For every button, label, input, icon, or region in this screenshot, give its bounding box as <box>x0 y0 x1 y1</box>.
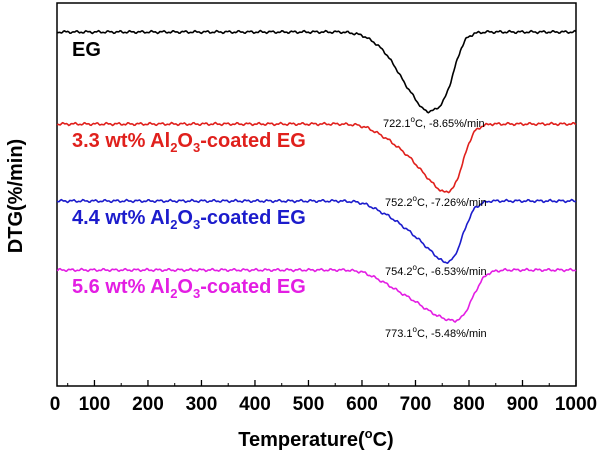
x-tick-label: 200 <box>132 394 164 415</box>
series-label: 3.3 wt% Al2O3-coated EG <box>72 130 306 155</box>
series-label: 5.6 wt% Al2O3-coated EG <box>72 276 306 301</box>
series-label: EG <box>72 39 101 61</box>
x-tick-label: 400 <box>239 394 271 415</box>
x-tick-label: 300 <box>186 394 218 415</box>
series-label: 4.4 wt% Al2O3-coated EG <box>72 207 306 232</box>
series-line <box>56 198 577 264</box>
series-label-layer: EG 3.3 wt% Al2O3-coated EG 4.4 wt% Al2O3-c… <box>72 39 306 301</box>
x-tick-label: 1000 <box>555 394 597 415</box>
x-tick-label: 0 <box>50 394 61 415</box>
peak-annotation: 773.1oC, -5.48%/min <box>385 325 487 340</box>
series-layer <box>56 29 577 323</box>
x-tick-label: 500 <box>293 394 325 415</box>
peak-annotation: 722.1oC, -8.65%/min <box>383 115 485 130</box>
x-tick-label: 700 <box>400 394 432 415</box>
peak-annotation-layer: 722.1oC, -8.65%/min 752.2oC, -7.26%/min 75… <box>383 115 487 340</box>
x-tick-label: 100 <box>79 394 111 415</box>
x-axis-title: Temperature(oC) <box>238 426 393 451</box>
y-axis-title: DTG(%/min) <box>5 139 27 253</box>
plot-frame <box>56 2 577 387</box>
series-line <box>56 267 577 323</box>
x-tick-label: 600 <box>346 394 378 415</box>
x-tick-label: 800 <box>453 394 485 415</box>
peak-annotation: 754.2oC, -6.53%/min <box>385 263 487 278</box>
x-tick-label: 900 <box>507 394 539 415</box>
series-line <box>56 29 577 114</box>
x-axis-ticks: 0 100 200 300 400 500 600 700 800 900 1000 <box>50 380 597 415</box>
series-line <box>56 121 577 194</box>
peak-annotation: 752.2oC, -7.26%/min <box>385 194 487 209</box>
